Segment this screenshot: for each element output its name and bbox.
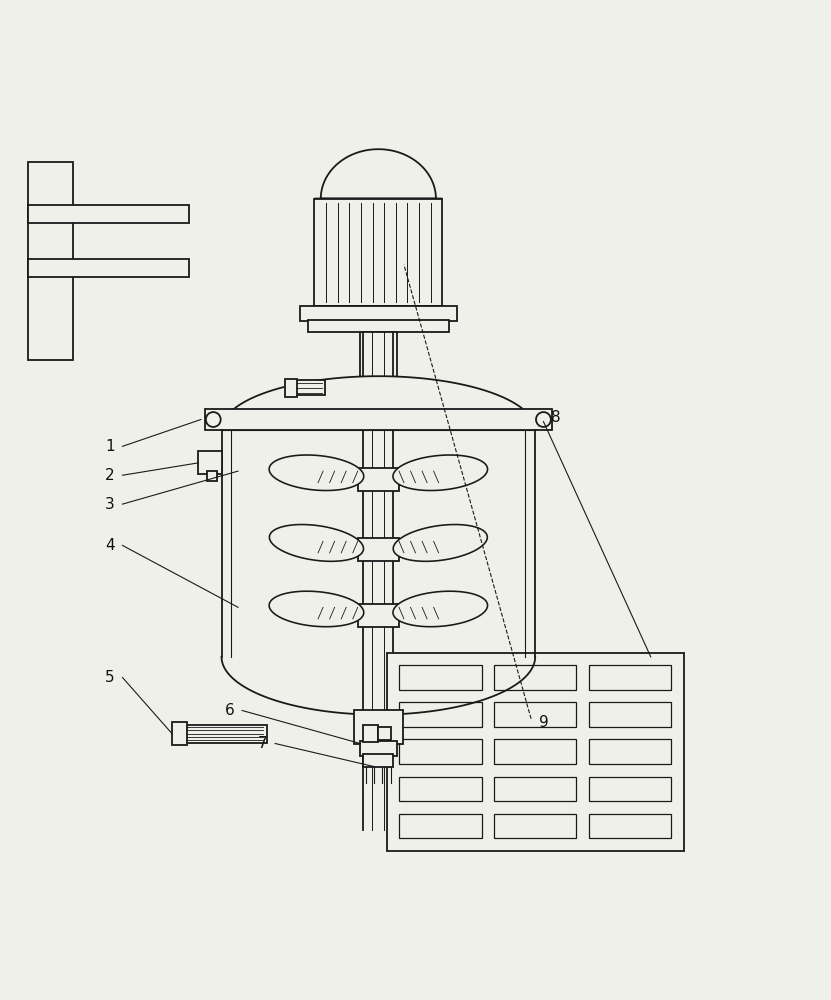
Bar bbox=[296, 380, 325, 395]
Bar bbox=[27, 259, 189, 277]
Polygon shape bbox=[393, 455, 488, 491]
Bar bbox=[27, 205, 189, 223]
Text: 3: 3 bbox=[106, 497, 115, 512]
Text: 5: 5 bbox=[106, 670, 115, 685]
Bar bbox=[399, 777, 481, 801]
Bar bbox=[363, 754, 393, 767]
Bar bbox=[357, 604, 399, 627]
Text: 2: 2 bbox=[106, 468, 115, 483]
Bar bbox=[357, 468, 399, 491]
Polygon shape bbox=[269, 591, 364, 627]
Text: 4: 4 bbox=[106, 538, 115, 553]
Polygon shape bbox=[393, 525, 487, 561]
Bar bbox=[399, 665, 481, 690]
Bar bbox=[207, 471, 217, 481]
Text: 7: 7 bbox=[258, 736, 268, 751]
Bar bbox=[360, 741, 396, 756]
Bar bbox=[494, 739, 577, 764]
Bar bbox=[199, 451, 222, 474]
Bar bbox=[589, 702, 671, 727]
Bar bbox=[399, 702, 481, 727]
Polygon shape bbox=[393, 591, 488, 627]
Polygon shape bbox=[269, 455, 364, 491]
Bar bbox=[494, 814, 577, 838]
Bar bbox=[314, 199, 442, 306]
Bar bbox=[357, 538, 399, 561]
Bar bbox=[494, 665, 577, 690]
Bar bbox=[494, 702, 577, 727]
Bar bbox=[184, 725, 267, 743]
Bar bbox=[299, 306, 457, 321]
Bar bbox=[386, 653, 684, 851]
Bar bbox=[27, 162, 73, 360]
Polygon shape bbox=[222, 376, 535, 430]
Bar bbox=[360, 332, 397, 384]
Bar bbox=[399, 739, 481, 764]
Bar bbox=[172, 722, 187, 745]
Bar bbox=[285, 379, 297, 397]
Text: 9: 9 bbox=[538, 715, 548, 730]
Bar bbox=[363, 725, 378, 742]
Text: 6: 6 bbox=[225, 703, 234, 718]
Polygon shape bbox=[269, 525, 363, 561]
Bar bbox=[399, 814, 481, 838]
Text: 8: 8 bbox=[551, 410, 561, 425]
Polygon shape bbox=[314, 149, 442, 199]
Text: 1: 1 bbox=[106, 439, 115, 454]
Bar bbox=[378, 727, 391, 740]
Bar bbox=[205, 409, 552, 430]
Bar bbox=[589, 739, 671, 764]
Bar bbox=[589, 777, 671, 801]
Bar bbox=[354, 710, 403, 744]
Bar bbox=[589, 665, 671, 690]
Bar bbox=[222, 409, 535, 430]
Bar bbox=[589, 814, 671, 838]
Bar bbox=[307, 320, 449, 332]
Bar bbox=[494, 777, 577, 801]
